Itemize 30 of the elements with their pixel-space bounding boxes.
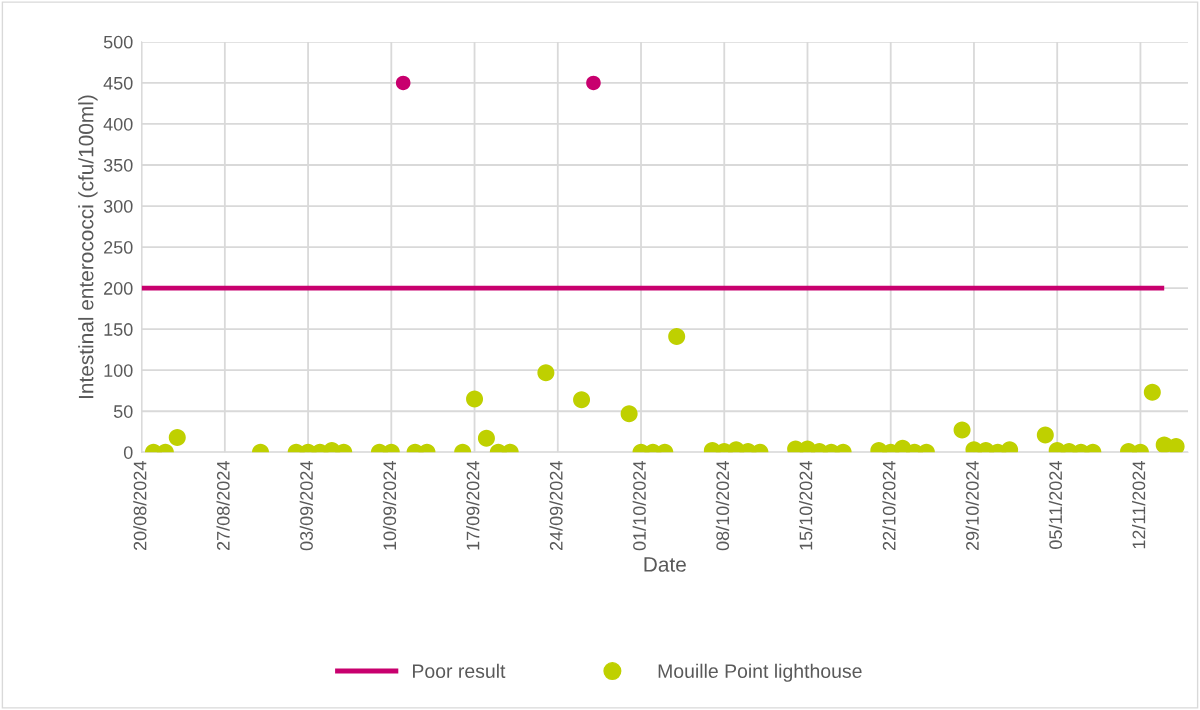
y-tick-label: 400 xyxy=(103,117,133,131)
x-tick-label: 01/10/2024 xyxy=(632,461,646,551)
y-axis-title: Intestinal enterococci (cfu/100ml) xyxy=(78,95,98,398)
x-tick-label: 08/10/2024 xyxy=(715,461,730,551)
y-tick-label: 200 xyxy=(104,282,133,295)
y-tick-label: 150 xyxy=(104,323,133,336)
point xyxy=(395,75,411,91)
x-tick-label: 05/11/2024 xyxy=(1048,461,1063,549)
x-tick-label: 10/09/2024 xyxy=(382,461,397,550)
y-tick-label: 250 xyxy=(104,241,133,254)
legend-label: Poor result xyxy=(413,663,506,679)
x-tick-label: 03/09/2024 xyxy=(299,461,313,551)
y-tick-label: 450 xyxy=(103,76,133,90)
x-tick-label: 29/10/2024 xyxy=(965,461,979,551)
x-tick-label: 15/10/2024 xyxy=(799,461,813,550)
y-tick-label: 50 xyxy=(113,405,133,418)
x-axis-title: Date xyxy=(644,557,686,572)
point xyxy=(586,75,601,91)
legend-label: Mouille Point lighthouse xyxy=(658,663,862,682)
x-tick-label: 22/10/2024 xyxy=(882,461,896,551)
y-tick-label: 100 xyxy=(104,364,133,377)
x-tick-label: 12/11/2024 xyxy=(1132,461,1146,549)
x-tick-label: 24/09/2024 xyxy=(549,461,563,551)
y-tick-label: 0 xyxy=(123,446,133,459)
x-tick-label: 17/09/2024 xyxy=(466,461,480,550)
y-tick-label: 500 xyxy=(103,35,133,49)
y-tick-label: 350 xyxy=(103,158,133,172)
y-tick-label: 300 xyxy=(103,199,133,213)
x-tick-label: 20/08/2024 xyxy=(133,461,147,551)
x-tick-label: 27/08/2024 xyxy=(216,461,230,551)
